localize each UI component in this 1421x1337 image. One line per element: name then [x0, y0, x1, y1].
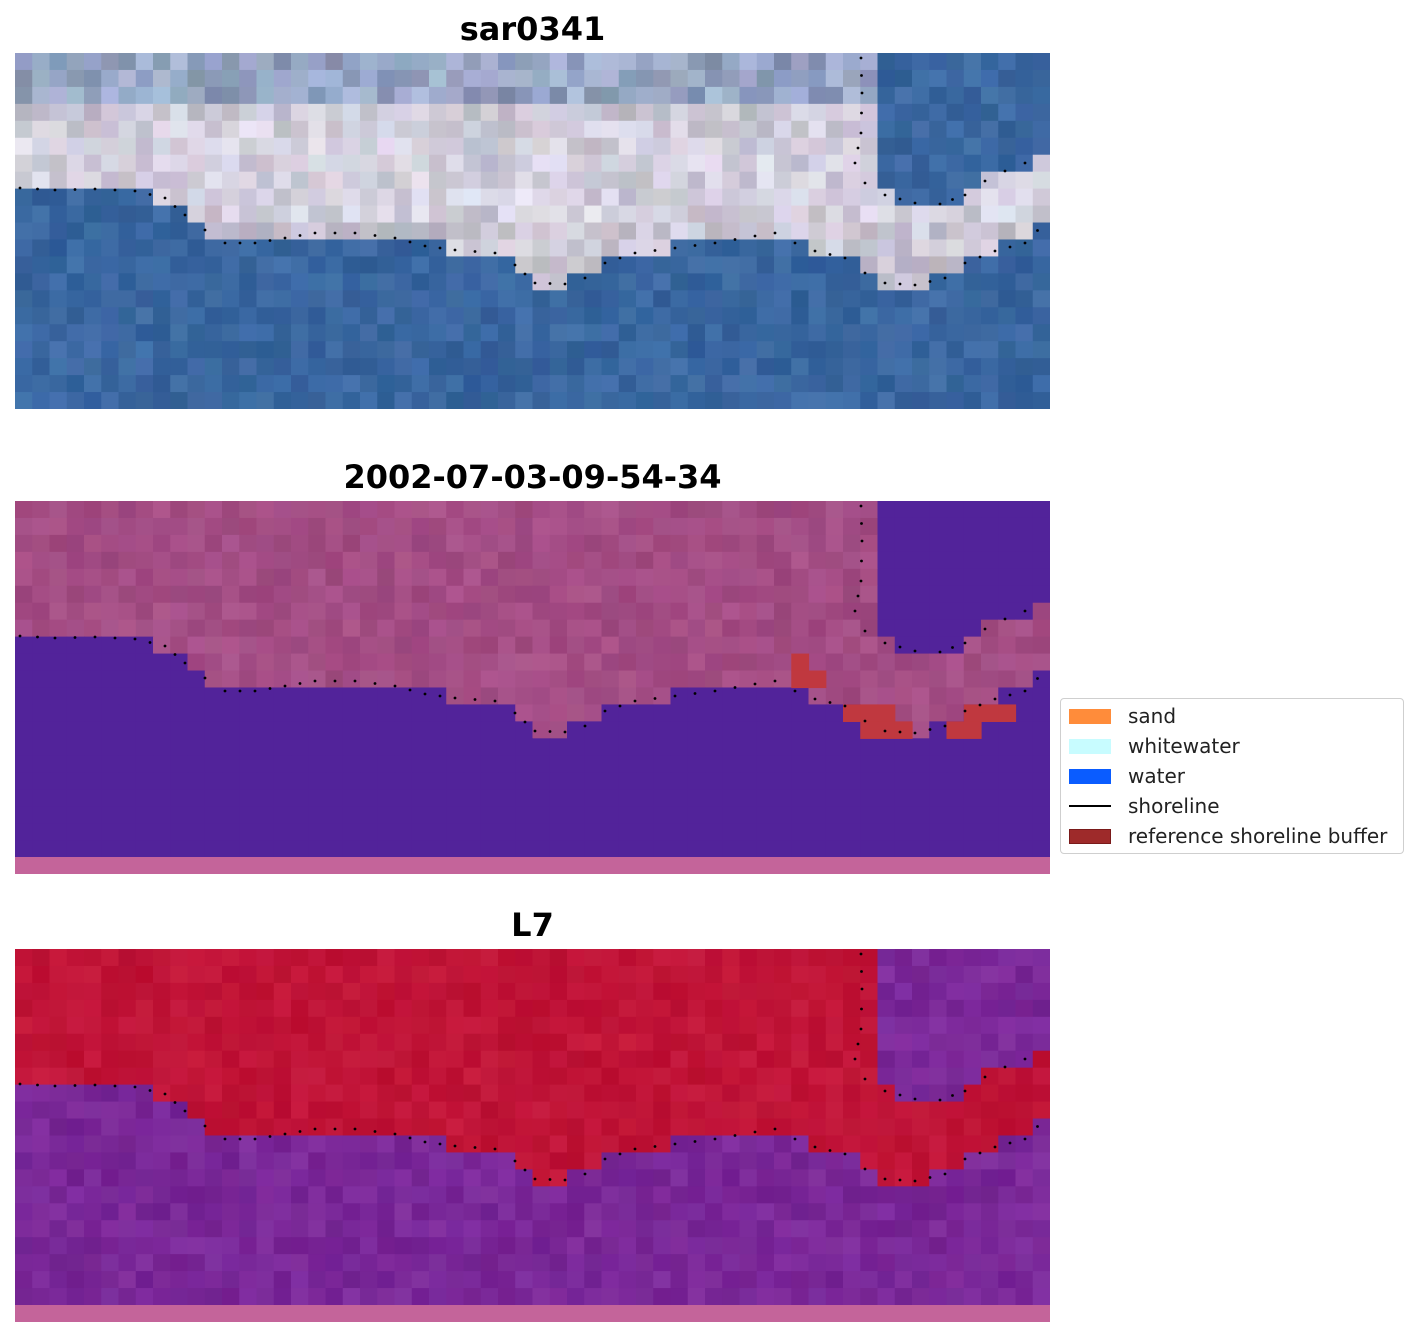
whitewater-swatch — [1069, 738, 1111, 754]
legend-item-whitewater: whitewater — [1069, 733, 1240, 759]
index-image-panel — [15, 949, 1050, 1322]
legend-label-sand: sand — [1128, 704, 1177, 728]
legend-item-shoreline: shoreline — [1069, 793, 1220, 819]
legend-label-buffer: reference shoreline buffer — [1128, 824, 1388, 848]
classification-image-panel — [15, 501, 1050, 874]
panel-title-rgb: sar0341 — [459, 10, 606, 48]
classification-image — [15, 501, 1050, 874]
panel-title-index: L7 — [511, 906, 554, 944]
legend-label-shoreline: shoreline — [1128, 794, 1220, 818]
mndwi-image — [15, 949, 1050, 1322]
legend-item-buffer: reference shoreline buffer — [1069, 823, 1387, 849]
legend-item-water: water — [1069, 763, 1185, 789]
buffer-swatch — [1069, 828, 1111, 844]
rgb-image-panel — [15, 53, 1050, 409]
panel-title-classification: 2002-07-03-09-54-34 — [343, 458, 722, 496]
shoreline-line-swatch — [1069, 805, 1111, 807]
legend-label-water: water — [1128, 764, 1185, 788]
legend-item-sand: sand — [1069, 703, 1176, 729]
rgb-satellite-image — [15, 53, 1050, 409]
legend-label-whitewater: whitewater — [1128, 734, 1240, 758]
water-swatch — [1069, 768, 1111, 784]
legend: sand whitewater water shoreline referenc… — [1060, 698, 1404, 854]
sand-swatch — [1069, 708, 1111, 724]
